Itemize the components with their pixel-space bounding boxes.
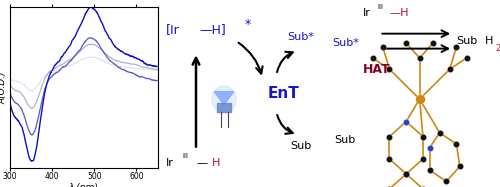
Text: Sub: Sub [456,36,477,46]
Text: 2: 2 [495,44,500,53]
Text: III: III [378,4,384,10]
Text: Ir: Ir [166,158,174,168]
Text: Sub*: Sub* [288,32,314,42]
Text: H: H [212,158,220,168]
Text: —H: —H [390,8,409,18]
Text: III: III [182,153,188,159]
Text: [Ir: [Ir [166,23,180,36]
Text: EnT: EnT [268,86,300,101]
Y-axis label: A(O.D.): A(O.D.) [0,72,7,104]
Text: Sub*: Sub* [332,38,359,48]
X-axis label: λ (nm): λ (nm) [69,183,98,187]
Text: —H]: —H] [200,23,226,36]
Text: —: — [196,158,207,168]
Text: H: H [485,36,494,46]
Text: Ir: Ir [362,8,370,18]
Polygon shape [214,92,234,105]
Text: *: * [245,18,252,31]
Text: Sub: Sub [290,141,312,151]
Text: HAT: HAT [362,63,390,76]
Bar [217,103,231,112]
Text: Sub: Sub [334,135,355,145]
Circle shape [212,86,236,112]
